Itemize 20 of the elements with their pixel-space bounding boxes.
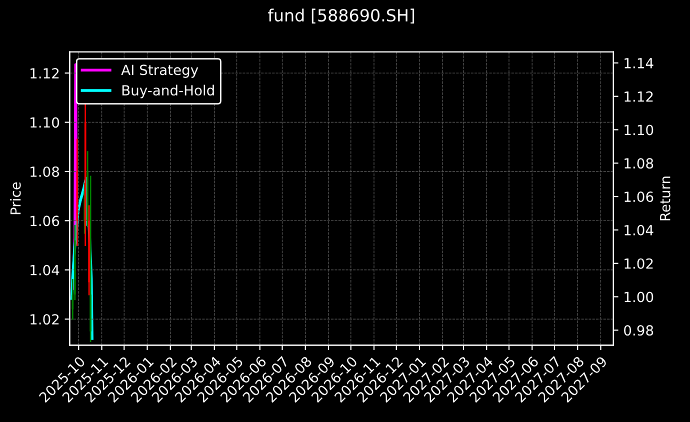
y2-tick-label: 1.04 <box>624 224 654 236</box>
y-tick-label: 1.06 <box>30 216 60 226</box>
y-tick-label: 1.12 <box>30 68 59 78</box>
y2-tick-label: 1.10 <box>624 124 654 136</box>
legend-label: AI Strategy <box>121 64 198 78</box>
y2-tick-label: 0.98 <box>624 325 654 336</box>
chart-title: fund [588690.SH] <box>268 8 414 24</box>
legend-label: Buy-and-Hold <box>122 84 214 98</box>
y2-tick-label: 1.02 <box>624 258 653 269</box>
y2-axis-title: Return <box>660 176 670 220</box>
y2-tick-label: 1.08 <box>624 158 654 169</box>
y2-tick-label: 1.12 <box>624 91 653 102</box>
y2-tick-label: 1.06 <box>624 192 654 202</box>
y-tick-label: 1.04 <box>30 264 60 276</box>
y-tick-label: 1.10 <box>30 117 60 128</box>
y-axis-title: Price <box>10 182 21 214</box>
y2-tick-label: 1.14 <box>624 58 654 68</box>
y-tick-label: 1.08 <box>30 166 60 177</box>
y-tick-label: 1.02 <box>30 314 59 325</box>
y2-tick-label: 1.00 <box>624 292 654 302</box>
